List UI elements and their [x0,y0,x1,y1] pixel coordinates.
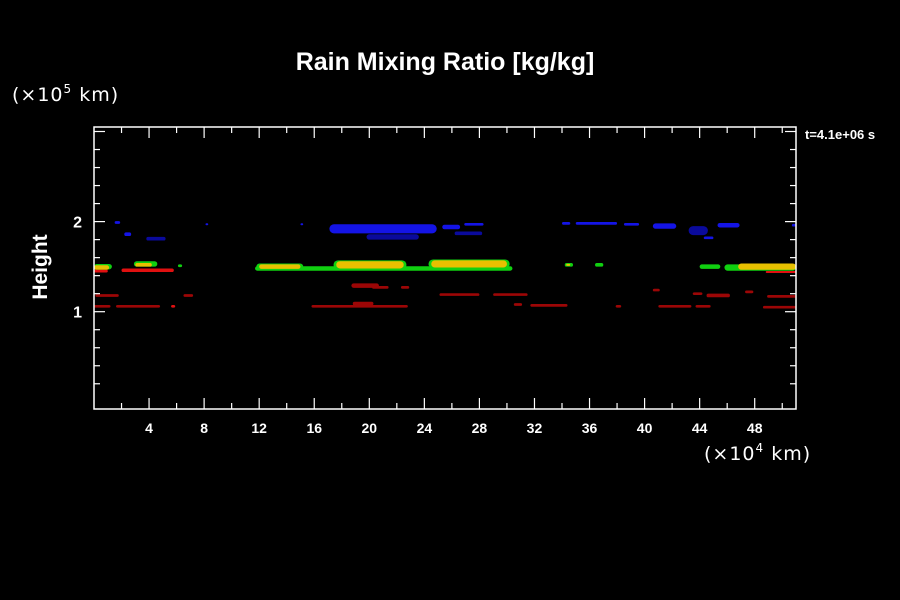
rain-feature-darkblue [688,226,708,236]
rain-feature-blue [791,223,796,227]
x-tick-label: 8 [200,420,208,436]
rain-feature-yellow [431,260,507,268]
rain-feature-darkred [745,290,754,294]
rain-feature-darkred [652,288,660,292]
rain-feature-blue [575,222,618,225]
rain-feature-darkred [493,293,528,296]
rain-feature-darkred [351,283,379,288]
x-axis-unit: (×104 km) [704,441,812,465]
x-tick-label: 48 [747,420,763,436]
rain-feature-yellow [94,265,110,270]
rain-features [94,221,796,309]
rain-feature-yellow [738,263,796,270]
rain-feature-darkblue [146,236,166,241]
x-tick-label: 28 [472,420,488,436]
rain-feature-blue [623,222,640,226]
rain-feature-darkred [762,305,796,309]
rain-feature-darkred [116,304,161,308]
rain-feature-darkred [439,293,480,296]
rain-feature-yellow [566,263,571,266]
time-annotation: t=4.1e+06 s [805,127,876,142]
rain-feature-darkred [311,304,408,308]
rain-feature-darkred [615,304,622,308]
rain-feature-darkblue [454,231,483,236]
rain-feature-blue [717,222,740,228]
rain-feature-green [177,264,183,268]
x-tick-label: 40 [637,420,653,436]
rain-feature-darkred [706,293,730,298]
x-tick-label: 32 [527,420,543,436]
rain-feature-blue [652,223,677,229]
rain-feature-darkred [94,304,111,308]
rain-feature-blue [562,222,571,225]
rain-feature-yellow [259,264,301,269]
plot-frame [93,126,797,410]
y-tick-label: 2 [73,215,82,232]
rain-feature-red [765,271,796,274]
rain-feature-yellow [336,261,404,269]
x-tick-label: 24 [417,420,433,436]
y-axis-label: Height [29,234,52,300]
rain-feature-blue [464,222,484,226]
rain-feature-blue [703,236,714,240]
x-tick-label: 16 [306,420,322,436]
rain-feature-darkred [513,303,523,306]
rain-feature-blue [205,223,209,226]
rain-feature-blue [300,223,304,226]
rain-feature-darkblue [366,234,419,240]
rain-feature-green [595,263,604,267]
x-tick-label: 4 [145,420,153,436]
rain-feature-darkred [183,294,194,297]
chart-title: Rain Mixing Ratio [kg/kg] [295,48,595,76]
rain-feature-darkred [352,301,374,306]
y-tick-label: 1 [73,305,82,322]
rain-feature-blue [442,224,461,230]
rain-feature-darkred [95,294,119,297]
rain-feature-darkred [372,286,389,289]
rain-feature-darkred [400,286,410,289]
rain-feature-red [171,304,176,308]
rain-feature-darkred [767,295,796,298]
rain-feature-darkred [695,304,711,308]
rain-feature-red [121,268,174,273]
x-tick-label: 36 [582,420,598,436]
rain-feature-green [699,264,721,269]
x-tick-label: 44 [692,420,708,436]
x-tick-label: 12 [251,420,267,436]
y-axis-unit: (×105 km) [12,82,120,106]
rain-feature-blue [114,221,121,224]
rain-feature-darkred [530,304,568,307]
rain-feature-red [94,269,108,273]
rain-feature-darkred [692,292,703,296]
rain-feature-blue [329,224,437,234]
rain-feature-blue [124,232,132,237]
rain-feature-darkred [658,304,692,308]
x-tick-label: 20 [362,420,378,436]
rain-feature-yellow [135,263,152,267]
